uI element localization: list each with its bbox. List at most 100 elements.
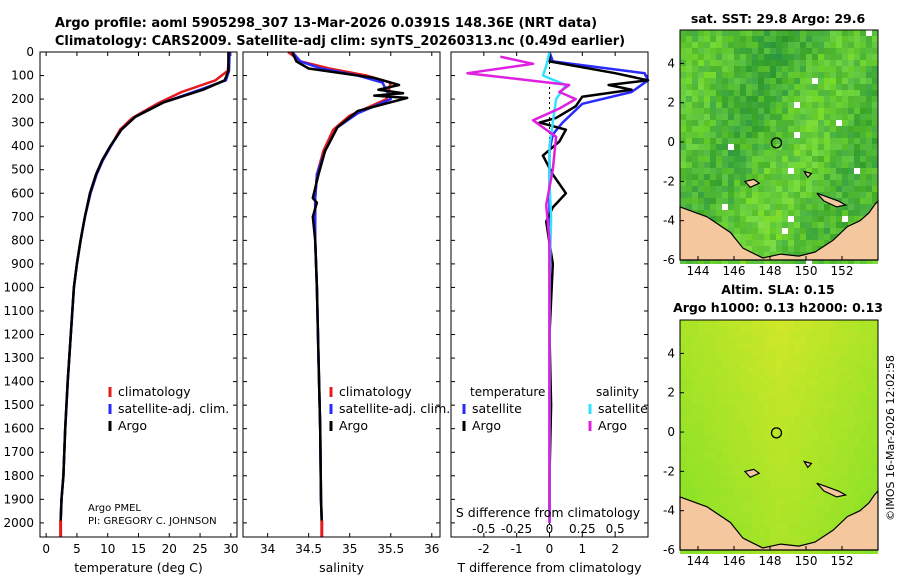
map-cell — [788, 452, 794, 458]
map-cell — [734, 404, 740, 410]
map-cell — [842, 458, 848, 464]
map-cell — [782, 488, 788, 494]
sal-legend-2-label: Argo — [339, 418, 368, 433]
map-cell — [818, 216, 824, 222]
map-cell — [836, 132, 842, 138]
map-cell — [734, 476, 740, 482]
map-cell — [836, 258, 842, 264]
map-cell — [746, 344, 752, 350]
map-cell — [770, 386, 776, 392]
map-cell — [776, 428, 782, 434]
map-cell — [716, 138, 722, 144]
map-cell — [806, 156, 812, 162]
map-cell — [806, 350, 812, 356]
map-cell — [722, 410, 728, 416]
map-cell — [848, 78, 854, 84]
map-cell — [728, 192, 734, 198]
map-cell — [824, 138, 830, 144]
map-cell — [782, 210, 788, 216]
map-cell — [692, 374, 698, 380]
map-cell — [686, 434, 692, 440]
map-cell — [752, 488, 758, 494]
map-cell — [842, 174, 848, 180]
map-cell — [770, 476, 776, 482]
map-cell — [716, 132, 722, 138]
map-cell — [698, 96, 704, 102]
map-cell — [830, 422, 836, 428]
y-tick-label: 900 — [11, 257, 34, 271]
map-cell — [824, 156, 830, 162]
map-cell — [728, 144, 734, 150]
map-cell — [746, 464, 752, 470]
map-cell — [722, 156, 728, 162]
map-cell — [812, 126, 818, 132]
map-cell — [770, 416, 776, 422]
map-cell — [764, 72, 770, 78]
map-cell — [776, 180, 782, 186]
map-cell — [734, 84, 740, 90]
map-cell — [698, 150, 704, 156]
map-cell — [776, 338, 782, 344]
map-cell — [764, 512, 770, 518]
island-2 — [802, 170, 813, 179]
map-cell — [710, 380, 716, 386]
map-cell — [836, 422, 842, 428]
s-axis-label: S difference from climatology — [456, 505, 641, 520]
map-cell — [866, 78, 872, 84]
map-cell — [686, 398, 692, 404]
map-cell — [746, 374, 752, 380]
map-cell — [746, 48, 752, 54]
map-cell — [764, 548, 770, 554]
map-cell — [728, 434, 734, 440]
map-cell — [698, 204, 704, 210]
y-tick-label: -6 — [663, 253, 675, 267]
map-cell — [692, 476, 698, 482]
map-cell — [716, 434, 722, 440]
map-cell — [692, 362, 698, 368]
map-cell — [758, 60, 764, 66]
map-cell — [680, 380, 686, 386]
map-cell — [800, 464, 806, 470]
map-cell — [752, 60, 758, 66]
map-cell — [818, 416, 824, 422]
map-cell — [872, 392, 878, 398]
map-cell — [782, 458, 788, 464]
map-cell — [680, 90, 686, 96]
map-cell — [818, 518, 824, 524]
map-cell — [842, 356, 848, 362]
map-cell — [686, 120, 692, 126]
map-cell — [734, 398, 740, 404]
map-cell — [800, 162, 806, 168]
map-cell — [818, 344, 824, 350]
map-cell — [860, 398, 866, 404]
map-cell — [788, 192, 794, 198]
map-cell — [830, 66, 836, 72]
map-cell — [848, 470, 854, 476]
map-cell — [842, 440, 848, 446]
x-tick-label: 0 — [42, 542, 50, 556]
map-cell — [872, 332, 878, 338]
map-cell — [800, 524, 806, 530]
map-cell — [788, 126, 794, 132]
map-cell — [728, 440, 734, 446]
map-cell — [680, 398, 686, 404]
map-cell — [872, 174, 878, 180]
y-tick-label: 2000 — [3, 516, 34, 530]
map-cell — [854, 392, 860, 398]
map-cell — [740, 198, 746, 204]
map-cell — [752, 96, 758, 102]
map-cell — [698, 162, 704, 168]
map-cell — [752, 120, 758, 126]
map-cell — [686, 72, 692, 78]
map-cell — [692, 380, 698, 386]
map-cell — [764, 344, 770, 350]
map-cell — [716, 398, 722, 404]
map-cell — [872, 356, 878, 362]
map-cell — [758, 252, 764, 258]
map-cell — [788, 458, 794, 464]
map-cell — [752, 216, 758, 222]
map-cell — [782, 36, 788, 42]
map-cell — [728, 350, 734, 356]
map-cell — [776, 344, 782, 350]
map-cell — [830, 320, 836, 326]
